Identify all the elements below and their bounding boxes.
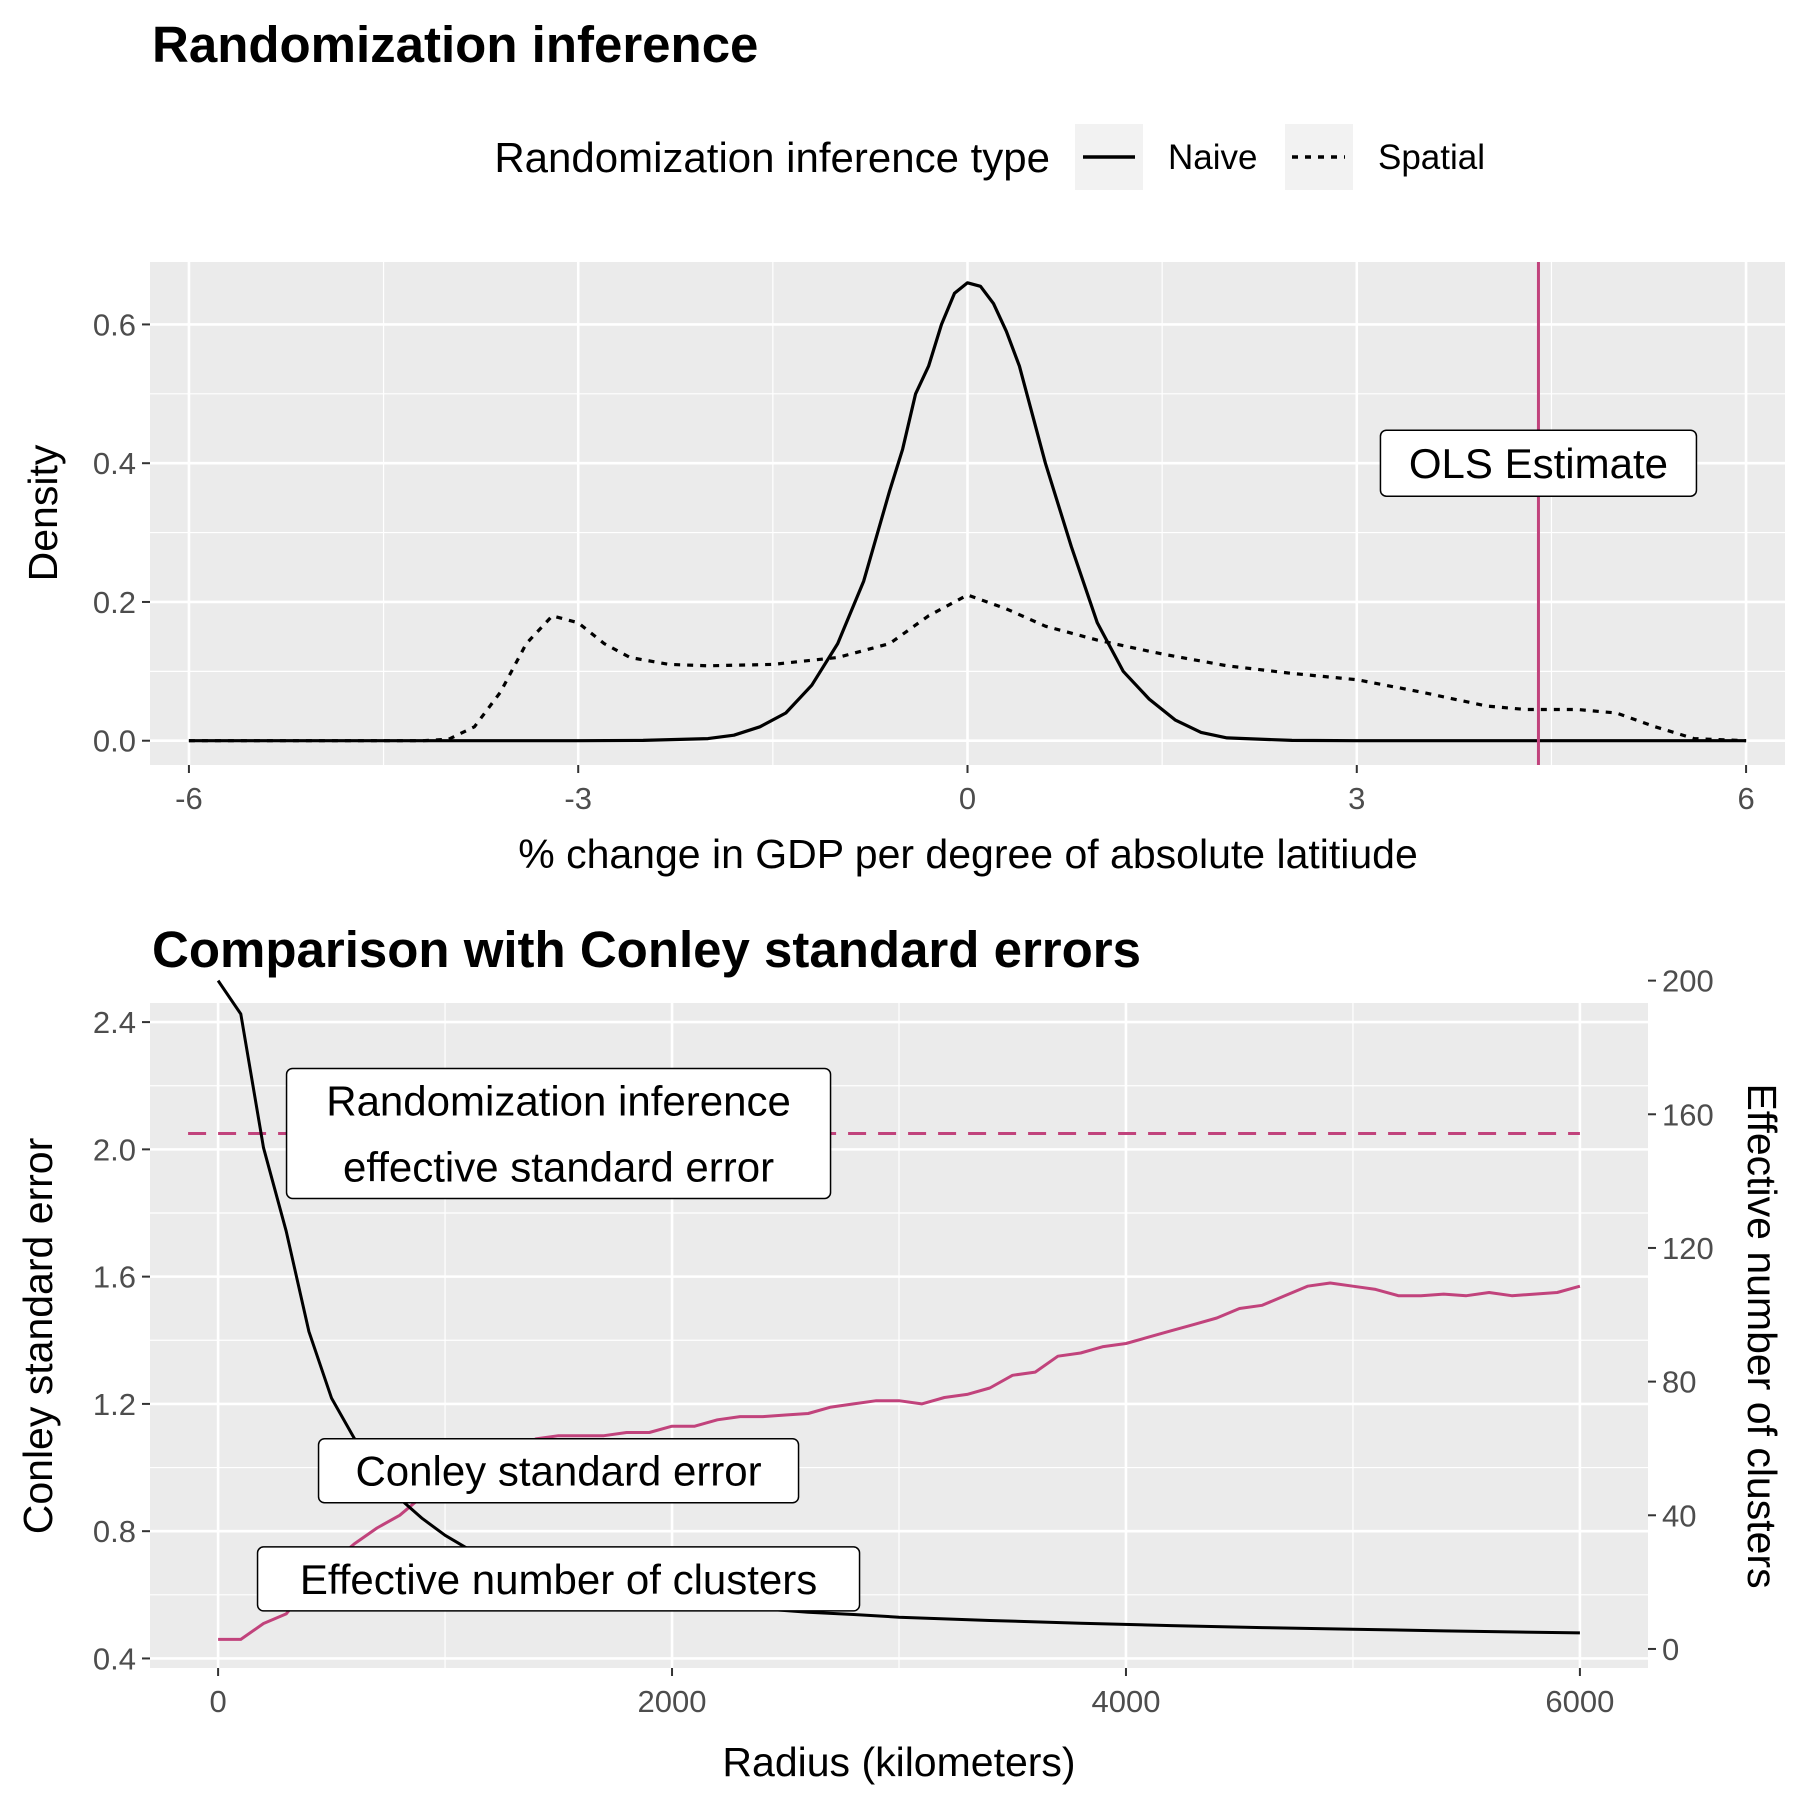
- x-tick-label: 3: [1348, 781, 1365, 816]
- panel-randomization-inference: Randomization inference Randomization in…: [20, 16, 1785, 877]
- ols-estimate-label: OLS Estimate: [1379, 429, 1698, 497]
- legend-label-spatial: Spatial: [1378, 138, 1485, 177]
- effective-clusters-box: [256, 1546, 861, 1612]
- y-tick-label: 0.0: [93, 724, 136, 759]
- panel2-y-axis-left: 0.4 0.8 1.2 1.6 2.0 2.4: [93, 1005, 150, 1676]
- effective-clusters-text: Effective number of clusters: [300, 1556, 817, 1603]
- y-tick-label: 2.4: [93, 1005, 136, 1040]
- x-tick-label: -6: [175, 781, 203, 816]
- y-right-tick-label: 120: [1662, 1231, 1714, 1266]
- y-tick-label: 0.4: [93, 1641, 136, 1676]
- panel-conley-comparison: Comparison with Conley standard errors R…: [15, 921, 1785, 1785]
- y-tick-label: 2.0: [93, 1132, 136, 1167]
- x-tick-label: 4000: [1091, 1684, 1160, 1719]
- panel2-x-axis-title: Radius (kilometers): [722, 1739, 1075, 1785]
- y-right-tick-label: 40: [1662, 1498, 1696, 1533]
- panel2-x-axis: 0 2000 4000 6000: [209, 1668, 1614, 1719]
- conley-se-box: [317, 1437, 800, 1504]
- y-right-tick-label: 200: [1662, 964, 1714, 999]
- panel1-x-axis: -6 -3 0 3 6: [175, 765, 1755, 816]
- randomization-se-text-line2: effective standard error: [343, 1143, 774, 1190]
- randomization-se-box: [285, 1067, 832, 1200]
- series-line-spatial: [188, 593, 1747, 743]
- y-tick-label: 0.4: [93, 446, 136, 481]
- y-right-tick-label: 160: [1662, 1097, 1714, 1132]
- y-tick-label: 0.8: [93, 1514, 136, 1549]
- randomization-se-label: Randomization inference effective standa…: [285, 1067, 832, 1200]
- conley-se-text: Conley standard error: [355, 1448, 761, 1495]
- legend: Randomization inference type Naive Spati…: [494, 124, 1485, 190]
- panel2-y-axis-title-left: Conley standard error: [15, 1138, 61, 1535]
- x-tick-label: 0: [959, 781, 976, 816]
- y-tick-label: 1.6: [93, 1260, 136, 1295]
- x-tick-label: 2000: [638, 1684, 707, 1719]
- panel2-title: Comparison with Conley standard errors: [152, 921, 1141, 978]
- panel2-y-axis-right: 0 40 80 120 160 200: [1648, 964, 1714, 1667]
- panel1-x-axis-title: % change in GDP per degree of absolute l…: [518, 831, 1418, 877]
- y-tick-label: 0.6: [93, 307, 136, 342]
- y-tick-label: 1.2: [93, 1387, 136, 1422]
- conley-se-label: Conley standard error: [317, 1437, 800, 1504]
- effective-clusters-label: Effective number of clusters: [256, 1546, 861, 1612]
- x-tick-label: 6000: [1545, 1684, 1614, 1719]
- y-tick-label: 0.2: [93, 585, 136, 620]
- panel1-y-axis-title: Density: [20, 444, 66, 581]
- x-tick-label: -3: [564, 781, 592, 816]
- panel2-y-axis-title-right: Effective number of clusters: [1739, 1083, 1785, 1588]
- legend-label-naive: Naive: [1168, 138, 1257, 177]
- series-line-naive: [188, 281, 1747, 743]
- panel1-annotations: OLS Estimate: [1379, 262, 1698, 765]
- y-right-tick-label: 80: [1662, 1365, 1696, 1400]
- panel1-title: Randomization inference: [152, 16, 758, 73]
- panel1-y-axis: 0.0 0.2 0.4 0.6: [93, 307, 150, 759]
- randomization-se-text-line1: Randomization inference: [326, 1077, 791, 1124]
- x-tick-label: 6: [1737, 781, 1754, 816]
- panel1-series: [188, 281, 1747, 743]
- legend-title: Randomization inference type: [494, 134, 1050, 181]
- ols-estimate-box: [1379, 429, 1698, 497]
- ols-estimate-text: OLS Estimate: [1409, 440, 1668, 487]
- panel2-annotations: Randomization inference effective standa…: [256, 1067, 861, 1612]
- y-right-tick-label: 0: [1662, 1632, 1679, 1667]
- panel2-gridlines: [150, 1003, 1648, 1668]
- x-tick-label: 0: [209, 1684, 226, 1719]
